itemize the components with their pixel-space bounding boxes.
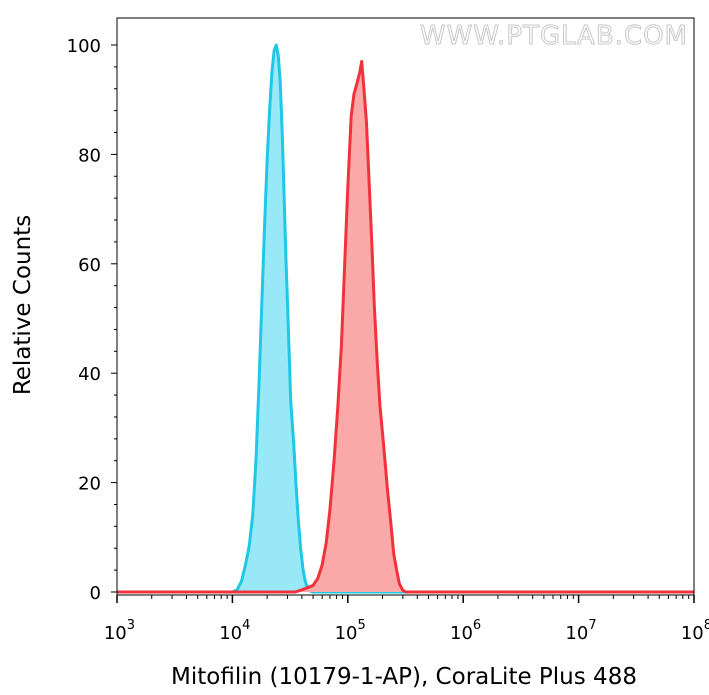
watermark-text: WWW.PTGLAB.COM	[420, 21, 688, 51]
y-tick-label: 0	[90, 583, 101, 604]
series-0-line	[117, 43, 694, 594]
x-tick-label: 105	[335, 618, 366, 644]
y-tick-label: 80	[78, 145, 101, 166]
plot-frame	[116, 17, 695, 596]
y-axis-title: Relative Counts	[10, 215, 36, 395]
x-tick-label: 107	[565, 618, 596, 644]
axes-layer: 0 20 40 60 80 100 103 104 105 106 107 108	[67, 36, 709, 644]
x-tick-label: 103	[104, 618, 135, 644]
series-1-area	[117, 61, 694, 593]
x-axis-title: Mitofilin (10179-1-AP), CoraLite Plus 48…	[171, 664, 637, 690]
x-tick-label: 104	[219, 618, 250, 644]
series-1-line	[117, 59, 694, 594]
series-layer	[117, 43, 694, 594]
x-tick-label: 108	[681, 618, 709, 644]
x-tick-label: 106	[450, 618, 481, 644]
y-tick-label: 100	[67, 36, 101, 57]
y-tick-label: 60	[78, 255, 101, 276]
series-0-area	[117, 45, 694, 592]
y-tick-label: 20	[78, 474, 101, 495]
y-tick-label: 40	[78, 364, 101, 385]
